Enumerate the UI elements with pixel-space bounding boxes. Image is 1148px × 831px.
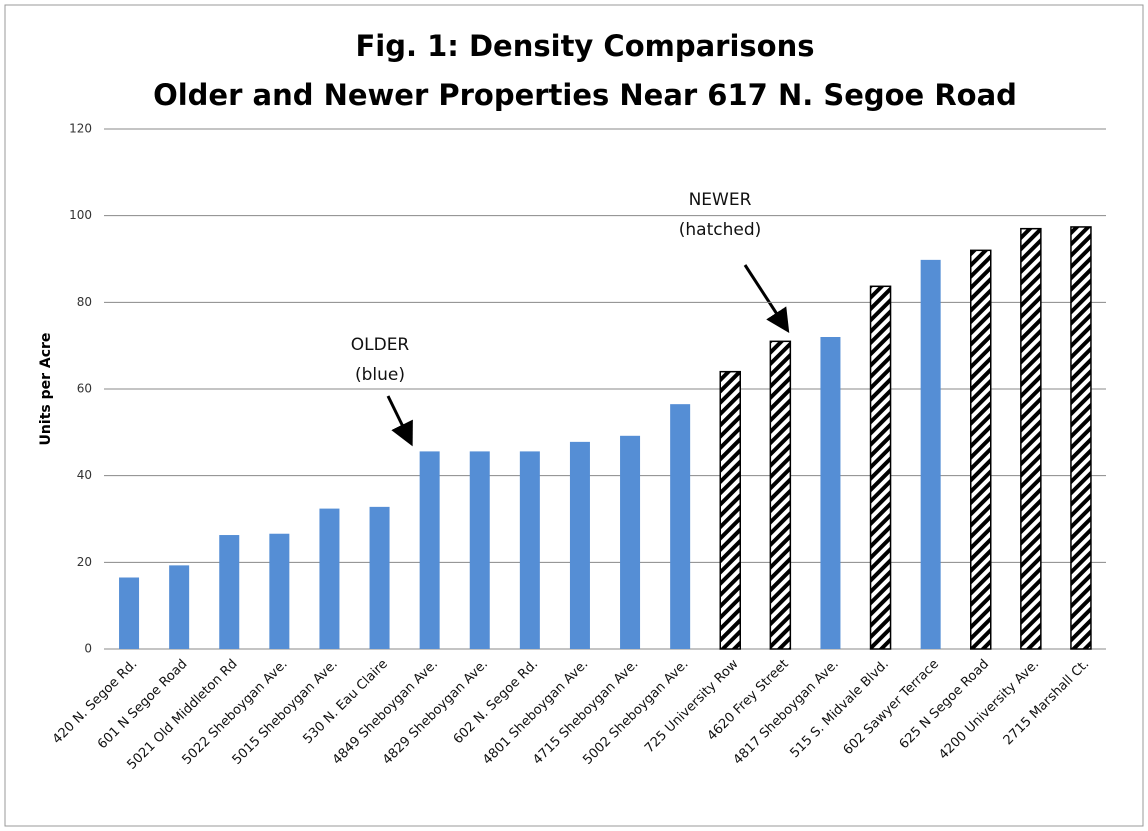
bar [820,337,841,649]
frame [4,4,1144,827]
bar [219,535,240,649]
y-axis-label: Units per Acre [38,333,54,446]
y-tick-label: 20 [77,555,92,569]
y-tick-label: 100 [69,208,92,222]
annotation: OLDER [351,335,410,355]
bar [519,451,540,649]
bar [769,340,792,650]
annotation: NEWER [689,190,752,210]
bar [469,451,490,649]
bar [169,565,190,649]
arrow [386,395,413,447]
bar [1070,226,1092,650]
bar [670,404,691,649]
y-tick-label: 80 [77,295,92,309]
y-tick-label: 0 [84,642,92,656]
bar [719,370,741,650]
bar [119,577,140,649]
arrow [743,264,790,334]
bar [269,533,290,649]
bar [620,435,641,649]
annotation: (hatched) [679,220,762,240]
chart-subtitle: Older and Newer Properties Near 617 N. S… [153,78,1017,112]
y-tick-label: 120 [69,122,92,136]
y-tick-label: 60 [77,382,92,396]
chart-title: Fig. 1: Density Comparisons [355,29,814,63]
y-tick-label: 40 [77,468,92,482]
bar [569,441,590,649]
bar [1020,227,1042,650]
bar [920,259,941,649]
bar [869,285,892,650]
bar [369,506,390,649]
annotation: (blue) [355,365,405,385]
bar [970,249,992,650]
bar [319,508,340,649]
bar [419,451,440,649]
